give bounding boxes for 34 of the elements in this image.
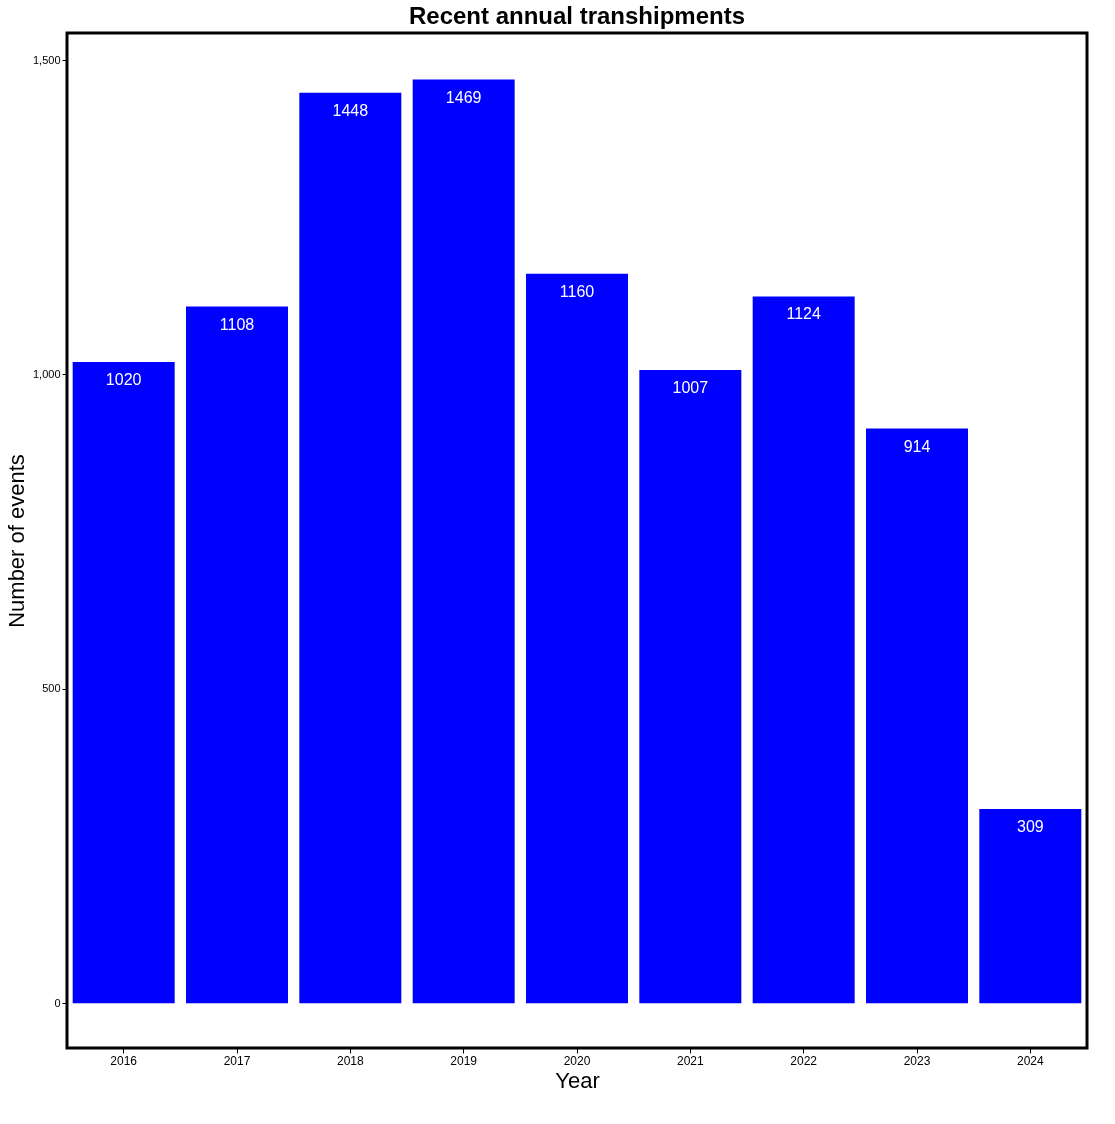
bar xyxy=(72,361,175,1004)
data-label: 1020 xyxy=(105,370,142,388)
x-tick-label: 2020 xyxy=(563,1053,591,1068)
data-label: 1007 xyxy=(672,379,709,397)
y-axis-title: Number of events xyxy=(3,454,29,628)
data-label: 1448 xyxy=(332,101,369,119)
bar xyxy=(639,370,742,1004)
x-tick-label: 2018 xyxy=(336,1053,364,1068)
bar xyxy=(186,306,288,1004)
x-tick-label: 2019 xyxy=(450,1053,478,1068)
bar xyxy=(526,273,628,1004)
x-axis-title: Year xyxy=(555,1067,600,1093)
data-label: 1124 xyxy=(786,305,821,323)
y-tick-label: 0 xyxy=(54,996,61,1009)
x-tick-label: 2022 xyxy=(790,1053,818,1068)
x-tick-label: 2016 xyxy=(110,1053,138,1068)
data-label: 309 xyxy=(1016,818,1044,836)
x-tick-label: 2021 xyxy=(676,1053,704,1068)
y-tick-label: 500 xyxy=(42,682,61,695)
x-tick-label: 2023 xyxy=(903,1053,931,1068)
data-label: 1108 xyxy=(219,315,255,333)
chart-title: Recent annual transhipments xyxy=(408,2,746,29)
y-tick-label: 1,500 xyxy=(32,53,61,66)
bar xyxy=(752,296,855,1004)
bar xyxy=(299,92,402,1004)
bar xyxy=(412,79,515,1004)
bar xyxy=(866,428,968,1004)
data-label: 1469 xyxy=(445,88,482,106)
bar xyxy=(979,809,1082,1004)
x-tick-label: 2024 xyxy=(1016,1053,1044,1068)
data-label: 1160 xyxy=(559,282,595,300)
data-label: 914 xyxy=(903,437,931,455)
y-tick-label: 1,000 xyxy=(32,367,61,380)
x-tick-label: 2017 xyxy=(223,1053,251,1068)
